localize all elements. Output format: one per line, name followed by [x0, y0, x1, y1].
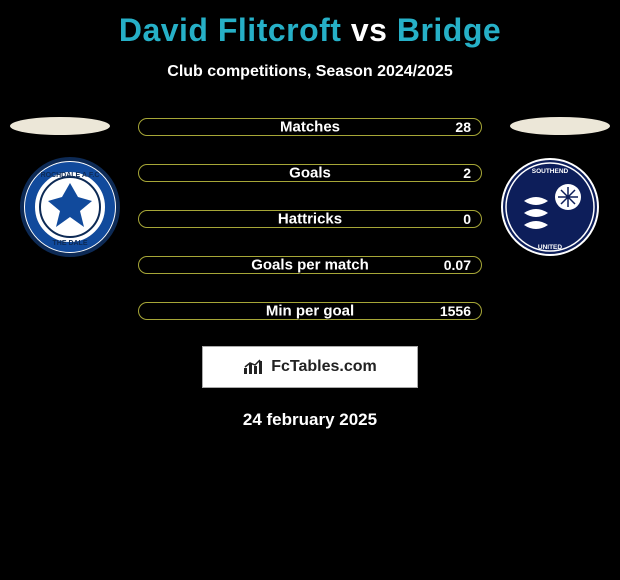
bar-chart-icon — [243, 358, 265, 376]
player1-placeholder-ellipse — [10, 117, 110, 135]
vs-label: vs — [351, 12, 388, 48]
stat-bar-matches: Matches 28 — [138, 118, 482, 136]
stat-bar-goals-per-match: Goals per match 0.07 — [138, 256, 482, 274]
stat-bars: Matches 28 Goals 2 Hattricks 0 Goals per… — [138, 117, 482, 320]
stat-right-value: 0.07 — [444, 257, 471, 273]
player2-club-crest: SOUTHEND UNITED — [500, 157, 600, 257]
player1-club-crest: ROCHDALE A.F.C THE DALE — [20, 157, 120, 257]
stat-right-value: 0 — [463, 211, 471, 227]
stat-bar-min-per-goal: Min per goal 1556 — [138, 302, 482, 320]
stat-label: Goals per match — [251, 257, 369, 274]
svg-text:UNITED: UNITED — [538, 244, 563, 251]
stat-label: Hattricks — [278, 211, 342, 228]
stat-bar-hattricks: Hattricks 0 — [138, 210, 482, 228]
attribution-link[interactable]: FcTables.com — [202, 346, 418, 388]
stat-label: Matches — [280, 119, 340, 136]
svg-text:ROCHDALE A.F.C: ROCHDALE A.F.C — [41, 172, 100, 179]
player2-name: Bridge — [397, 12, 501, 48]
stat-bar-goals: Goals 2 — [138, 164, 482, 182]
player1-name: David Flitcroft — [119, 12, 342, 48]
stat-label: Min per goal — [266, 303, 354, 320]
stat-right-value: 1556 — [440, 303, 471, 319]
svg-text:SOUTHEND: SOUTHEND — [532, 168, 569, 175]
stat-right-value: 28 — [455, 119, 471, 135]
player2-placeholder-ellipse — [510, 117, 610, 135]
date-label: 24 february 2025 — [0, 410, 620, 430]
stat-right-value: 2 — [463, 165, 471, 181]
content-area: ROCHDALE A.F.C THE DALE SOUTHEND UNITED … — [0, 117, 620, 430]
stat-label: Goals — [289, 165, 331, 182]
comparison-card: David Flitcroft vs Bridge Club competiti… — [0, 0, 620, 580]
page-title: David Flitcroft vs Bridge — [0, 12, 620, 49]
attribution-text: FcTables.com — [271, 358, 377, 376]
svg-text:THE DALE: THE DALE — [53, 240, 88, 247]
subtitle: Club competitions, Season 2024/2025 — [0, 63, 620, 81]
southend-crest-icon: SOUTHEND UNITED — [500, 157, 600, 257]
rochdale-crest-icon: ROCHDALE A.F.C THE DALE — [20, 157, 120, 257]
